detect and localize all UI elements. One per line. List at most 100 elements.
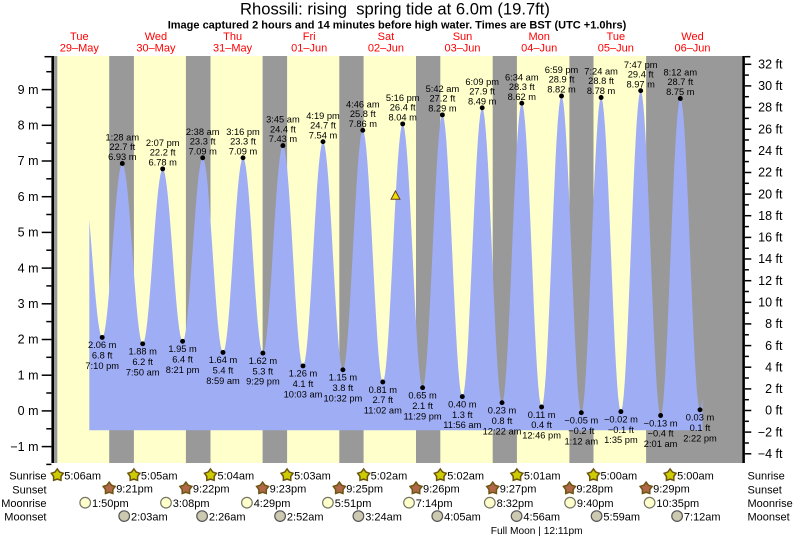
svg-text:16 ft: 16 ft bbox=[758, 231, 783, 245]
svg-text:3:16 pm: 3:16 pm bbox=[226, 127, 260, 137]
svg-text:8 m: 8 m bbox=[18, 119, 39, 133]
svg-text:28.9 ft: 28.9 ft bbox=[549, 75, 575, 85]
svg-text:−0.13 m: −0.13 m bbox=[644, 418, 678, 428]
svg-text:Moonrise: Moonrise bbox=[1, 498, 46, 510]
svg-text:8.82 m: 8.82 m bbox=[547, 85, 576, 95]
svg-text:22 ft: 22 ft bbox=[758, 166, 783, 180]
svg-text:1 m: 1 m bbox=[18, 368, 39, 382]
svg-text:8.62 m: 8.62 m bbox=[508, 92, 537, 102]
svg-text:0.23 m: 0.23 m bbox=[488, 406, 517, 416]
svg-text:4:19 pm: 4:19 pm bbox=[306, 111, 340, 121]
svg-text:7:24 am: 7:24 am bbox=[584, 67, 618, 77]
svg-text:Full Moon | 12:11pm: Full Moon | 12:11pm bbox=[491, 526, 583, 537]
svg-text:0.1 ft: 0.1 ft bbox=[690, 423, 711, 433]
svg-text:3:24am: 3:24am bbox=[365, 511, 402, 523]
svg-text:28.7 ft: 28.7 ft bbox=[667, 77, 693, 87]
svg-text:28.3 ft: 28.3 ft bbox=[509, 82, 535, 92]
svg-text:2.7 ft: 2.7 ft bbox=[372, 395, 393, 405]
svg-text:06–Jun: 06–Jun bbox=[674, 43, 710, 55]
svg-text:24.4 ft: 24.4 ft bbox=[270, 124, 296, 134]
svg-text:5:00am: 5:00am bbox=[601, 470, 638, 482]
svg-text:8:21 pm: 8:21 pm bbox=[166, 365, 200, 375]
svg-text:04–Jun: 04–Jun bbox=[521, 43, 557, 55]
svg-text:6 m: 6 m bbox=[18, 190, 39, 204]
svg-text:27.9 ft: 27.9 ft bbox=[469, 87, 495, 97]
svg-text:Sunrise: Sunrise bbox=[748, 470, 785, 482]
svg-text:11:56 am: 11:56 am bbox=[443, 420, 481, 430]
svg-text:0.40 m: 0.40 m bbox=[448, 399, 477, 409]
svg-text:5:00am: 5:00am bbox=[677, 470, 714, 482]
svg-text:−0.4 ft: −0.4 ft bbox=[648, 429, 675, 439]
svg-text:30 ft: 30 ft bbox=[758, 79, 783, 93]
svg-text:3:45 am: 3:45 am bbox=[266, 115, 300, 125]
svg-text:10:03 am: 10:03 am bbox=[284, 390, 323, 400]
svg-text:0.81 m: 0.81 m bbox=[369, 385, 398, 395]
svg-text:7:50 am: 7:50 am bbox=[126, 367, 160, 377]
svg-text:10 ft: 10 ft bbox=[758, 296, 783, 310]
svg-text:5:02am: 5:02am bbox=[371, 470, 408, 482]
svg-text:8.97 m: 8.97 m bbox=[626, 79, 655, 89]
svg-text:7:10 pm: 7:10 pm bbox=[85, 361, 119, 371]
svg-text:7:12am: 7:12am bbox=[684, 511, 721, 523]
svg-text:Sun: Sun bbox=[453, 31, 473, 43]
svg-text:9:25pm: 9:25pm bbox=[346, 484, 383, 496]
svg-text:Moonset: Moonset bbox=[748, 511, 790, 523]
svg-text:−0.05 m: −0.05 m bbox=[564, 416, 598, 426]
svg-text:5:05am: 5:05am bbox=[141, 470, 178, 482]
svg-text:1:50pm: 1:50pm bbox=[92, 498, 129, 510]
svg-text:10:32 pm: 10:32 pm bbox=[324, 393, 363, 403]
svg-text:Sunset: Sunset bbox=[12, 484, 46, 496]
svg-text:8:12 am: 8:12 am bbox=[664, 68, 698, 78]
svg-text:24 ft: 24 ft bbox=[758, 144, 783, 158]
svg-text:−0.02 m: −0.02 m bbox=[604, 414, 638, 424]
svg-text:Tue: Tue bbox=[70, 31, 89, 43]
svg-text:Moonrise: Moonrise bbox=[748, 498, 793, 510]
svg-text:8.78 m: 8.78 m bbox=[587, 86, 616, 96]
svg-text:11:29 pm: 11:29 pm bbox=[404, 411, 442, 421]
svg-text:2.1 ft: 2.1 ft bbox=[412, 401, 433, 411]
svg-text:8.29 m: 8.29 m bbox=[428, 104, 457, 114]
svg-text:−0.2 ft: −0.2 ft bbox=[568, 426, 595, 436]
svg-text:11:02 am: 11:02 am bbox=[364, 406, 402, 416]
svg-text:02–Jun: 02–Jun bbox=[368, 43, 404, 55]
svg-text:22.7 ft: 22.7 ft bbox=[109, 142, 135, 152]
svg-text:2:52am: 2:52am bbox=[287, 511, 324, 523]
svg-text:29.4 ft: 29.4 ft bbox=[628, 69, 654, 79]
svg-text:4:05am: 4:05am bbox=[444, 511, 481, 523]
svg-text:1.88 m: 1.88 m bbox=[128, 347, 157, 357]
svg-text:7.09 m: 7.09 m bbox=[188, 146, 217, 156]
svg-text:7.43 m: 7.43 m bbox=[269, 134, 298, 144]
svg-text:0.65 m: 0.65 m bbox=[408, 391, 437, 401]
svg-text:22.2 ft: 22.2 ft bbox=[150, 148, 176, 158]
svg-text:9:22pm: 9:22pm bbox=[193, 484, 230, 496]
svg-text:27.2 ft: 27.2 ft bbox=[429, 94, 455, 104]
svg-text:7.86 m: 7.86 m bbox=[349, 119, 378, 129]
svg-text:7:47 pm: 7:47 pm bbox=[624, 60, 658, 70]
svg-text:9:23pm: 9:23pm bbox=[270, 484, 307, 496]
svg-text:2:38 am: 2:38 am bbox=[186, 127, 220, 137]
svg-text:2 ft: 2 ft bbox=[765, 382, 783, 396]
svg-text:6:09 pm: 6:09 pm bbox=[465, 77, 499, 87]
svg-text:6:34 am: 6:34 am bbox=[505, 72, 539, 82]
svg-text:7.54 m: 7.54 m bbox=[309, 130, 338, 140]
svg-text:26.4 ft: 26.4 ft bbox=[390, 103, 416, 113]
svg-text:5 m: 5 m bbox=[18, 226, 39, 240]
svg-text:8.49 m: 8.49 m bbox=[468, 96, 497, 106]
svg-text:6:59 pm: 6:59 pm bbox=[545, 65, 579, 75]
svg-text:3.8 ft: 3.8 ft bbox=[333, 383, 354, 393]
svg-text:12:46 pm: 12:46 pm bbox=[522, 431, 561, 441]
svg-text:28 ft: 28 ft bbox=[758, 101, 783, 115]
svg-text:Sunrise: Sunrise bbox=[9, 470, 46, 482]
svg-text:−1 m: −1 m bbox=[10, 440, 38, 454]
svg-text:23.3 ft: 23.3 ft bbox=[230, 137, 256, 147]
svg-text:8.04 m: 8.04 m bbox=[388, 113, 417, 123]
svg-text:Sat: Sat bbox=[378, 31, 395, 43]
svg-text:8:59 am: 8:59 am bbox=[206, 376, 240, 386]
svg-text:5:06am: 5:06am bbox=[64, 470, 101, 482]
svg-text:2:03am: 2:03am bbox=[131, 511, 168, 523]
svg-text:23.3 ft: 23.3 ft bbox=[190, 137, 216, 147]
svg-text:6.93 m: 6.93 m bbox=[108, 152, 137, 162]
svg-text:2:26am: 2:26am bbox=[209, 511, 246, 523]
svg-text:Sunset: Sunset bbox=[748, 484, 782, 496]
svg-text:Mon: Mon bbox=[528, 31, 549, 43]
